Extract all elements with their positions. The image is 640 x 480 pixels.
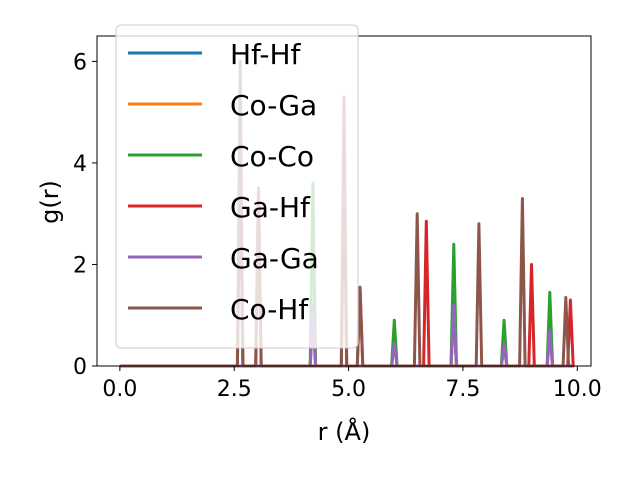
y-tick-label: 0 (73, 355, 87, 380)
y-axis-label: g(r) (36, 180, 64, 224)
legend-label-co-co: Co-Co (230, 140, 314, 173)
x-tick-label: 5.0 (331, 377, 366, 402)
x-tick-label: 0.0 (102, 377, 137, 402)
x-axis-label: r (Å) (318, 417, 371, 446)
y-tick-label: 4 (73, 152, 87, 177)
legend-label-co-hf: Co-Hf (230, 293, 309, 326)
legend-label-co-ga: Co-Ga (230, 89, 317, 122)
axes: 0.0 2.5 5.0 7.5 10.0 0 2 4 6 (73, 35, 602, 402)
y-tick-label: 6 (73, 50, 87, 75)
x-tick-label: 10.0 (553, 377, 602, 402)
legend: Hf-Hf Co-Ga Co-Co Ga-Hf Ga-Ga Co-Hf (115, 24, 359, 349)
y-tick-label: 2 (73, 253, 87, 278)
legend-label-hf-hf: Hf-Hf (230, 38, 302, 71)
x-tick-label: 2.5 (217, 377, 252, 402)
legend-label-ga-hf: Ga-Hf (230, 191, 311, 224)
legend-box (115, 24, 359, 349)
x-tick-label: 7.5 (445, 377, 480, 402)
legend-label-ga-ga: Ga-Ga (230, 242, 319, 275)
